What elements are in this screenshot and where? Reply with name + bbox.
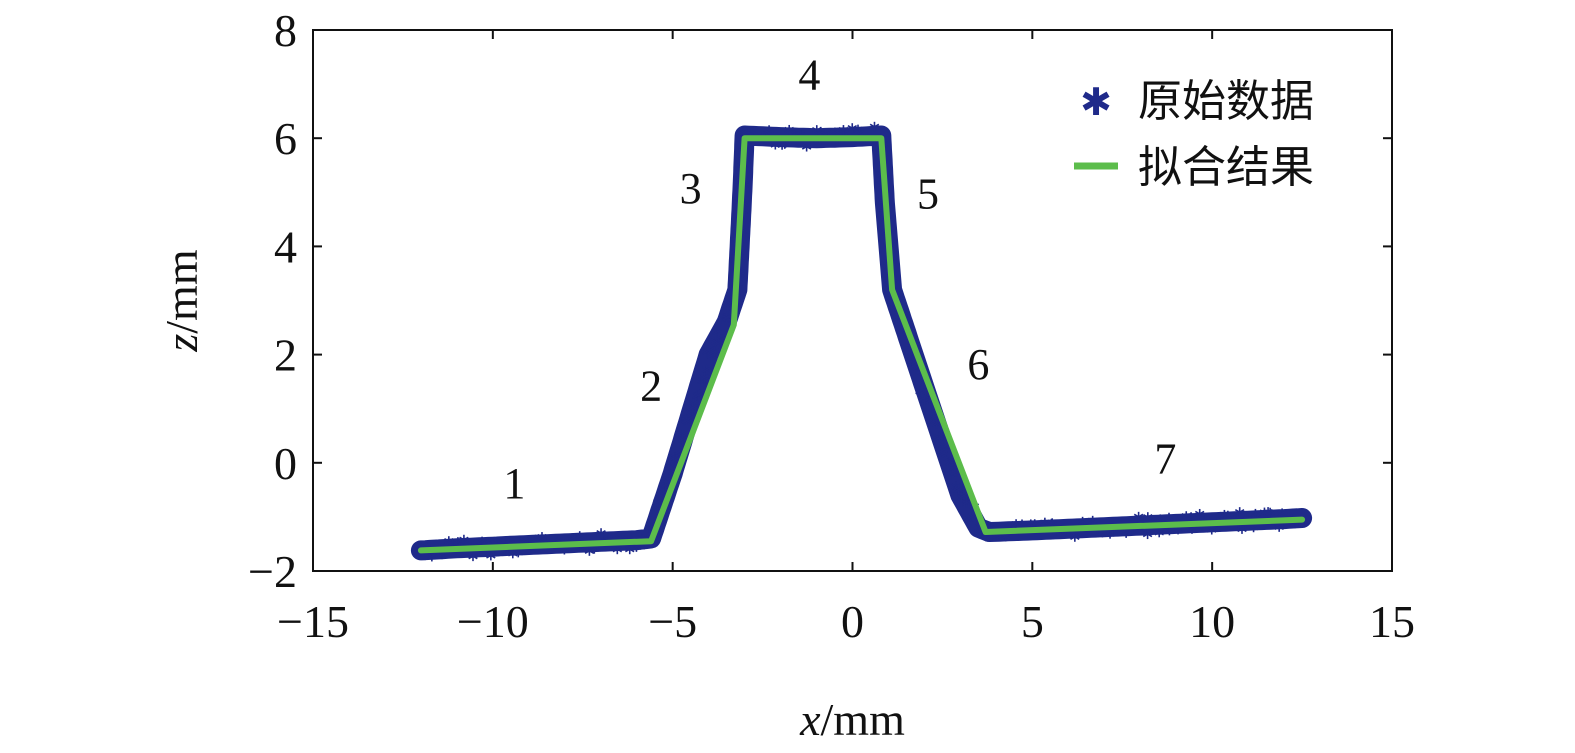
raw-data-point — [915, 386, 925, 397]
raw-data-point — [468, 551, 478, 562]
x-axis-unit: /mm — [821, 694, 906, 745]
y-axis-title: z/mm — [156, 249, 207, 352]
raw-data-point — [721, 313, 732, 324]
x-tick-label: 15 — [1369, 596, 1415, 647]
segment-label: 1 — [503, 459, 525, 508]
raw-data-point — [1077, 516, 1088, 527]
raw-data-point — [1186, 512, 1196, 523]
raw-data-point — [764, 125, 774, 136]
raw-data-point — [624, 544, 635, 555]
y-axis-ticks: −2 0 2 4 6 8 — [248, 5, 1392, 597]
raw-data-point — [1274, 521, 1284, 532]
raw-data-point — [574, 531, 585, 542]
raw-data-point — [847, 123, 857, 134]
legend: ✱ 原始数据 拟合结果 — [1074, 77, 1314, 192]
x-axis-title: x/mm — [799, 694, 905, 745]
raw-data-point — [1070, 531, 1080, 542]
y-tick-label: 2 — [274, 330, 297, 381]
raw-data-point — [687, 402, 698, 413]
segment-labels: 1 2 3 4 5 6 7 — [503, 51, 1176, 508]
raw-data-point — [652, 502, 662, 513]
segment-label: 6 — [967, 340, 989, 389]
raw-data-point — [838, 125, 849, 136]
raw-data-point — [1234, 507, 1245, 518]
segment-label: 4 — [798, 51, 820, 100]
raw-data-point — [1143, 512, 1153, 523]
y-axis-unit: /mm — [156, 249, 207, 334]
raw-data-point — [931, 418, 942, 429]
raw-data-point — [801, 141, 812, 152]
raw-data-point — [653, 497, 663, 508]
raw-data-point — [1223, 510, 1233, 521]
raw-data-point — [715, 337, 725, 348]
legend-fit-label: 拟合结果 — [1138, 143, 1314, 192]
segment-label: 7 — [1154, 435, 1176, 484]
y-tick-label: 6 — [274, 113, 297, 164]
x-tick-label: 5 — [1021, 596, 1044, 647]
x-tick-label: −10 — [457, 596, 529, 647]
raw-data-point — [427, 551, 437, 562]
raw-data-point — [934, 432, 945, 443]
raw-data-point — [1250, 508, 1261, 519]
raw-data-point — [1164, 512, 1174, 523]
y-axis-var: z — [156, 334, 207, 353]
raw-data-point — [939, 450, 949, 461]
x-tick-label: 0 — [841, 596, 864, 647]
raw-data-band — [410, 125, 1313, 561]
raw-data-point — [1265, 507, 1275, 518]
raw-data-point — [954, 484, 964, 495]
segment-label: 2 — [640, 362, 662, 411]
y-tick-label: −2 — [248, 546, 297, 597]
fit-result-line — [417, 135, 1306, 554]
segment-label: 5 — [917, 170, 939, 219]
raw-data-point — [938, 445, 948, 456]
x-tick-label: −15 — [277, 596, 349, 647]
y-tick-label: 0 — [274, 438, 297, 489]
raw-data-point — [947, 469, 957, 480]
segment-label: 3 — [680, 164, 702, 213]
raw-data-point — [486, 550, 496, 561]
raw-data-point — [701, 364, 712, 375]
raw-data-point — [961, 497, 972, 508]
legend-raw-label: 原始数据 — [1138, 77, 1314, 126]
raw-data-point — [1237, 523, 1247, 534]
raw-data-point — [953, 486, 963, 497]
raw-data-point — [537, 532, 547, 543]
raw-data-point — [693, 390, 704, 401]
raw-data-point — [869, 121, 880, 132]
raw-data-point — [1206, 524, 1217, 535]
raw-data-point — [612, 544, 623, 555]
raw-data-point — [784, 124, 794, 135]
raw-data-point — [677, 434, 688, 445]
raw-data-point — [663, 474, 673, 485]
raw-data-point — [1133, 511, 1144, 522]
x-axis-var: x — [799, 694, 821, 745]
y-tick-label: 4 — [274, 221, 297, 272]
x-tick-label: 10 — [1189, 596, 1235, 647]
x-axis-ticks: −15 −10 −5 0 5 10 15 — [277, 30, 1415, 647]
raw-data-point — [459, 534, 469, 545]
raw-data-point — [1087, 515, 1098, 526]
x-tick-label: −5 — [648, 596, 697, 647]
raw-data-point — [1154, 527, 1164, 538]
raw-data-point — [709, 346, 720, 357]
raw-data-point — [1194, 508, 1205, 519]
raw-data-point — [700, 372, 710, 383]
legend-raw-marker-icon: ✱ — [1080, 82, 1112, 124]
raw-data-point — [1142, 529, 1153, 540]
raw-data-point — [712, 326, 722, 337]
fit-result-series — [417, 135, 1306, 554]
y-tick-label: 8 — [274, 5, 297, 56]
